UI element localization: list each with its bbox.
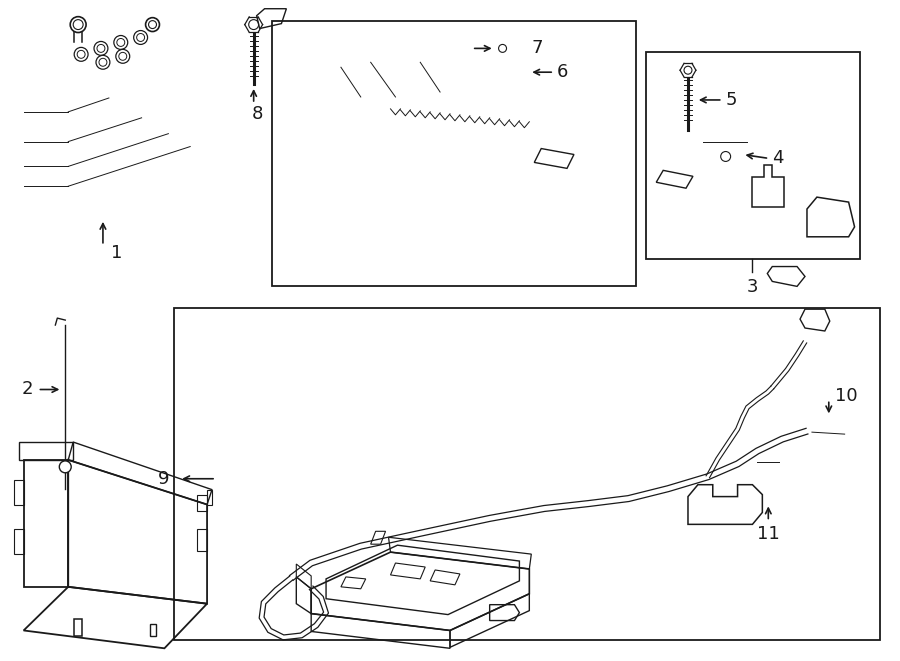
Polygon shape — [149, 623, 157, 637]
Polygon shape — [656, 171, 693, 188]
Circle shape — [96, 56, 110, 69]
Circle shape — [74, 48, 88, 61]
Text: 6: 6 — [557, 63, 569, 81]
Circle shape — [134, 30, 148, 44]
Text: 4: 4 — [772, 149, 784, 167]
Circle shape — [94, 42, 108, 56]
Text: 11: 11 — [757, 525, 779, 543]
Bar — [175, 308, 880, 641]
Polygon shape — [74, 619, 82, 637]
Text: 9: 9 — [158, 470, 169, 488]
Text: 8: 8 — [252, 105, 264, 123]
Circle shape — [116, 50, 130, 63]
Text: 5: 5 — [725, 91, 737, 109]
Text: 10: 10 — [834, 387, 858, 405]
Bar — [272, 20, 636, 286]
Bar — [646, 52, 859, 258]
Circle shape — [499, 44, 507, 52]
Text: 1: 1 — [111, 244, 122, 262]
Circle shape — [146, 18, 159, 32]
Circle shape — [70, 17, 86, 32]
Text: 7: 7 — [531, 40, 543, 58]
Text: 3: 3 — [747, 278, 758, 296]
Circle shape — [59, 461, 71, 473]
Text: 2: 2 — [22, 381, 33, 399]
Circle shape — [113, 36, 128, 50]
Polygon shape — [535, 149, 574, 169]
